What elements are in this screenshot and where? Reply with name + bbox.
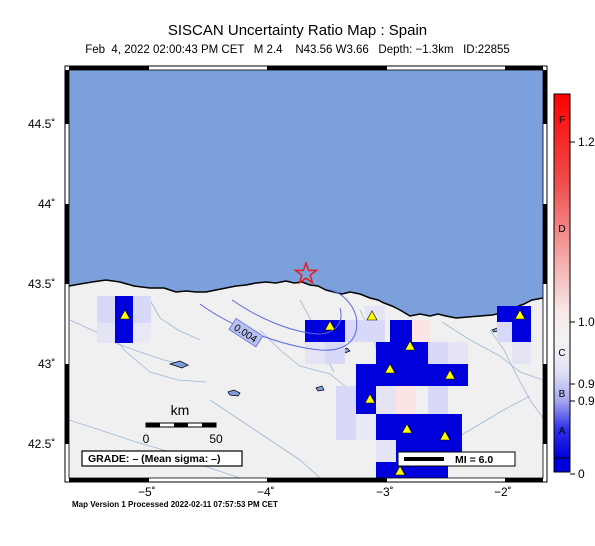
station-triangle-icon [401,423,413,434]
colorbar-value: 0 [578,467,585,481]
station-triangle-icon [404,340,416,351]
lon-tick-label: −2˚ [494,485,512,499]
colorbar-letter: F [559,115,565,126]
colorbar-letter: A [559,426,566,437]
mi-box: MI = 6.0 [397,451,516,467]
map-subtitle: Feb 4, 2022 02:00:43 PM CET M 2.4 N43.56… [85,44,510,56]
map-panel: 0.004 km 0 50 [69,70,543,478]
colorbar-value: 1.2 [578,135,595,149]
sea-area [69,70,543,318]
lat-tick-label: 44˚ [38,197,55,211]
lat-tick-label: 42.5˚ [28,437,55,451]
lon-tick-label: −3˚ [376,485,394,499]
map-title: SISCAN Uncertainty Ratio Map : Spain [167,22,428,39]
mi-text: MI = 6.0 [455,454,493,466]
lon-tick-label: −5˚ [138,485,156,499]
station-triangle-icon [514,309,526,320]
station-triangle-icon [444,369,456,380]
lat-tick-label: 44.5˚ [28,117,55,131]
map-frame [64,65,548,483]
station-triangle-icon [364,393,376,404]
lon-tick-label: −4˚ [257,485,275,499]
grade-box: GRADE: – (Mean sigma: –) [81,450,243,467]
colorbar-letter: C [558,348,565,359]
grade-text: GRADE: – (Mean sigma: –) [88,453,220,465]
scale-title: km [171,402,190,418]
station-triangle-icon [439,430,451,441]
lat-tick-label: 43.5˚ [28,277,55,291]
station-triangle-icon [384,363,396,374]
colorbar: F D C B A 1.2 1.0 0.9 0.9 0 [553,93,595,481]
lon-ticks: −5˚ −4˚ −3˚ −2˚ [138,485,512,499]
station-triangle-icon [366,310,378,321]
scale-min: 0 [143,432,150,446]
stations [119,309,526,476]
lat-ticks: 44.5˚ 44˚ 43.5˚ 43˚ 42.5˚ [28,117,55,451]
scale-bar: km 0 50 [143,402,223,446]
map-footer: Map Version 1 Processed 2022-02-11 07:57… [72,500,278,509]
colorbar-letter: B [559,389,566,400]
colorbar-value: 0.9 [578,394,595,408]
colorbar-value: 0.9 [578,377,595,391]
station-triangle-icon [324,320,336,331]
station-triangle-icon [394,465,406,476]
colorbar-value: 1.0 [578,315,595,329]
coastline [69,279,543,319]
scale-max: 50 [209,432,223,446]
epicenter-star-icon [293,260,319,285]
station-triangle-icon [119,309,131,320]
colorbar-letter: D [558,224,565,235]
lat-tick-label: 43˚ [38,357,55,371]
